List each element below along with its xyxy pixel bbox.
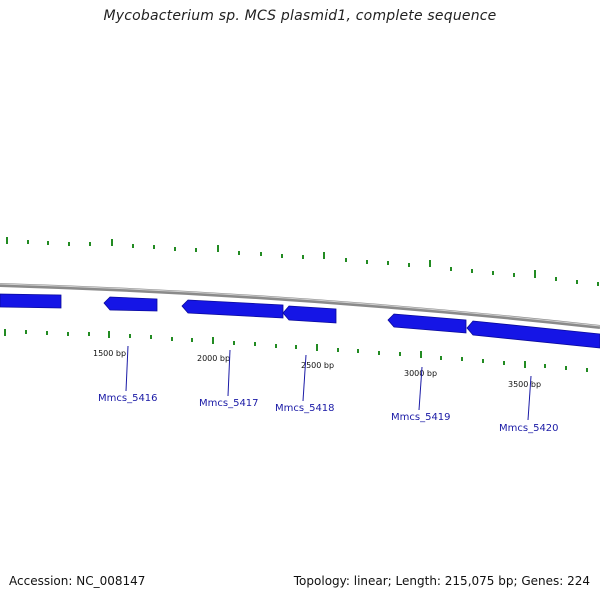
gene-label-mmcs-5417[interactable]: Mmcs_5417	[199, 398, 259, 409]
label-connectors	[125, 345, 532, 421]
gene-arrow-mmcs-5419[interactable]	[387, 313, 467, 334]
outer-ticks	[6, 237, 599, 286]
tick-label-3000: 3000 bp	[404, 369, 437, 378]
gene-arrows	[0, 293, 600, 349]
gene-arrow-mmcs-5420[interactable]	[466, 320, 600, 349]
gene-label-mmcs-5419[interactable]: Mmcs_5419	[391, 412, 451, 423]
tick-label-3500: 3500 bp	[508, 380, 541, 389]
tick-label-1500: 1500 bp	[93, 349, 126, 358]
gene-arrow-mmcs-5418[interactable]	[282, 305, 337, 324]
gene-label-mmcs-5420[interactable]: Mmcs_5420	[499, 423, 559, 434]
accession-label: Accession: NC_008147	[9, 574, 146, 588]
tick-label-2500: 2500 bp	[301, 361, 334, 370]
gene-label-mmcs-5418[interactable]: Mmcs_5418	[275, 403, 335, 414]
gene-arrow[interactable]	[0, 293, 62, 309]
map-title: Mycobacterium sp. MCS plasmid1, complete…	[103, 8, 497, 24]
sequence-backbone	[0, 283, 600, 329]
gene-arrow-mmcs-5416[interactable]	[103, 296, 158, 312]
gene-arrow-mmcs-5417[interactable]	[181, 299, 284, 319]
gene-label-mmcs-5416[interactable]: Mmcs_5416	[98, 393, 158, 404]
tick-label-2000: 2000 bp	[197, 354, 230, 363]
inner-ticks	[4, 329, 588, 372]
sequence-summary: Topology: linear; Length: 215,075 bp; Ge…	[293, 574, 590, 588]
